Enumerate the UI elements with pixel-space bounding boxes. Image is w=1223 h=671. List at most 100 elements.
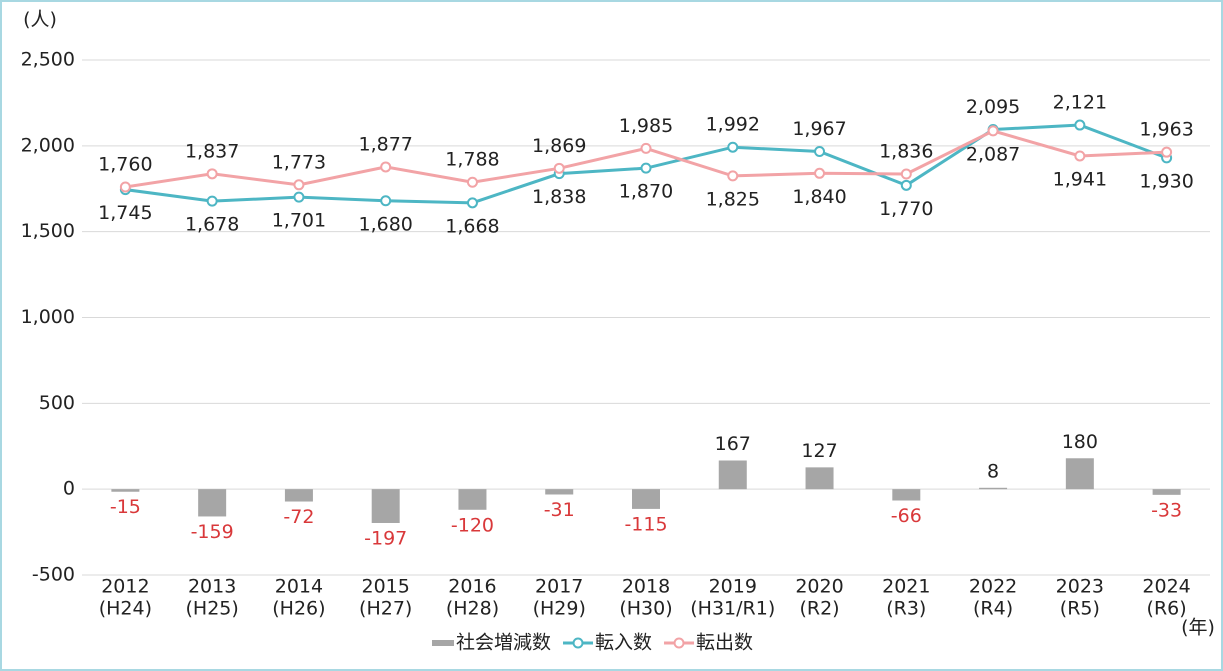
y-tick-label: 2,000: [21, 134, 75, 156]
bar-value-label: 180: [1062, 431, 1098, 453]
bar: [198, 489, 227, 517]
line-point: [640, 142, 652, 154]
line-value-label: 1,745: [98, 202, 152, 224]
line-value-label: 1,837: [185, 140, 239, 162]
bar-value-label: -15: [110, 496, 141, 518]
line-point: [553, 162, 565, 174]
x-tick-sublabel: (H31/R1): [690, 598, 775, 620]
bar-value-label: -33: [1151, 499, 1182, 521]
line-value-label: 1,678: [185, 214, 239, 236]
bar: [632, 489, 660, 509]
line-value-label: 1,836: [879, 140, 933, 162]
x-tick-sublabel: (H24): [99, 598, 152, 620]
x-tick-sublabel: (H30): [619, 598, 672, 620]
x-unit: (年): [1181, 617, 1215, 639]
line-value-label: 1,788: [445, 149, 499, 171]
line-value-label: 1,838: [532, 186, 586, 208]
y-tick-label: -500: [32, 564, 75, 586]
line-point: [293, 179, 305, 191]
x-tick-label: 2018: [622, 576, 670, 598]
x-tick-sublabel: (H29): [533, 598, 586, 620]
y-tick-label: 2,500: [21, 49, 75, 71]
line-point: [466, 176, 478, 188]
bar: [718, 460, 747, 490]
x-tick-label: 2024: [1142, 576, 1190, 598]
bar: [371, 489, 400, 523]
line-value-label: 1,992: [706, 114, 760, 136]
line-value-label: 1,985: [619, 115, 673, 137]
x-tick-label: 2020: [795, 576, 843, 598]
x-tick-sublabel: (R5): [1060, 598, 1100, 620]
line-value-label: 1,967: [792, 118, 846, 140]
x-tick-sublabel: (H27): [359, 598, 412, 620]
legend-swatch: [432, 640, 454, 646]
x-tick-label: 2023: [1056, 576, 1104, 598]
line-value-label: 1,941: [1053, 168, 1107, 190]
bar-value-label: -66: [891, 505, 922, 527]
line-point: [206, 168, 218, 180]
y-unit: (人): [23, 9, 57, 31]
bar: [1065, 458, 1094, 490]
line-point: [1074, 150, 1086, 162]
line-value-label: 1,825: [706, 188, 760, 210]
y-tick-label: 1,500: [21, 220, 75, 242]
bar: [111, 489, 140, 492]
legend-label: 転出数: [696, 632, 753, 654]
line-value-label: 2,087: [966, 143, 1020, 165]
y-tick-label: 500: [39, 392, 75, 414]
line-point: [727, 141, 739, 153]
line-value-label: 1,701: [272, 210, 326, 232]
bar: [805, 467, 834, 490]
legend-swatch: [673, 637, 685, 649]
bar: [979, 487, 1008, 490]
line-value-label: 1,840: [792, 186, 846, 208]
line-value-label: 1,668: [445, 215, 499, 237]
bar-value-label: -197: [364, 527, 407, 549]
x-tick-sublabel: (H26): [272, 598, 325, 620]
x-tick-label: 2012: [101, 576, 149, 598]
bar-value-label: 8: [987, 460, 999, 482]
line-value-label: 1,869: [532, 135, 586, 157]
line-point: [1161, 146, 1173, 158]
line-point: [293, 191, 305, 203]
legend-label: 転入数: [595, 632, 652, 654]
x-tick-label: 2019: [709, 576, 757, 598]
legend-swatch: [572, 637, 584, 649]
line-point: [727, 170, 739, 182]
line-point: [466, 197, 478, 209]
line-value-label: 1,680: [358, 213, 412, 235]
line-point: [640, 162, 652, 174]
bar-value-label: 167: [715, 433, 751, 455]
line-value-label: 1,963: [1139, 119, 1193, 141]
line-point: [206, 195, 218, 207]
legend-label: 社会増減数: [456, 632, 551, 654]
bar: [458, 489, 487, 510]
x-tick-sublabel: (H28): [446, 598, 499, 620]
x-tick-label: 2013: [188, 576, 236, 598]
line-point: [814, 145, 826, 157]
bar-value-label: -31: [544, 499, 575, 521]
y-tick-label: 0: [63, 478, 75, 500]
line-value-label: 2,095: [966, 96, 1020, 118]
bar-value-label: -115: [624, 513, 667, 535]
x-tick-sublabel: (R3): [886, 598, 926, 620]
line-point: [380, 195, 392, 207]
x-tick-label: 2016: [448, 576, 496, 598]
line-value-label: 1,877: [358, 133, 412, 155]
x-tick-label: 2015: [362, 576, 410, 598]
line-point: [119, 181, 131, 193]
line-point: [380, 161, 392, 173]
line-value-label: 2,121: [1053, 92, 1107, 114]
line-point: [900, 179, 912, 191]
x-tick-label: 2014: [275, 576, 323, 598]
x-tick-sublabel: (H25): [186, 598, 239, 620]
x-tick-label: 2022: [969, 576, 1017, 598]
line-value-label: 1,760: [98, 154, 152, 176]
line-point: [987, 125, 999, 137]
bar-value-label: -72: [283, 506, 314, 528]
bar: [892, 489, 921, 501]
line-value-label: 1,773: [272, 151, 326, 173]
bar: [284, 489, 313, 502]
